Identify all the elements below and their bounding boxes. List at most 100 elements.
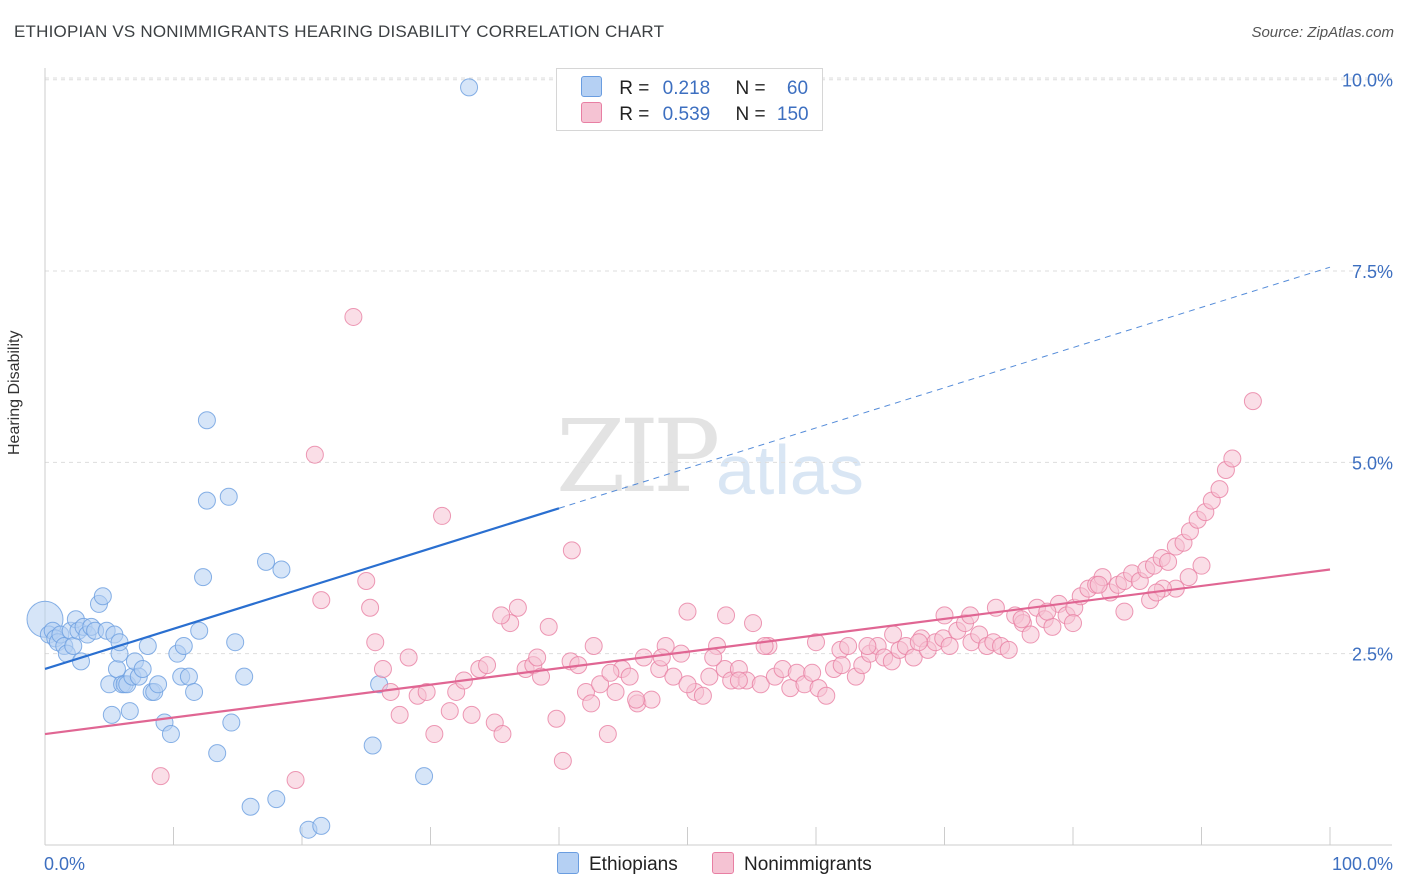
ethiopians-trend-extension: [558, 266, 1331, 509]
y-tick-label: 7.5%: [1352, 262, 1393, 282]
ethiopians-trend-line: [44, 507, 560, 671]
watermark-zip: ZIP: [556, 398, 720, 515]
nonimmigrants-point: [1012, 610, 1031, 629]
ethiopians-point: [197, 491, 216, 510]
nonimmigrants-point: [1021, 625, 1040, 644]
nonimmigrants-point: [1159, 552, 1178, 571]
nonimmigrants-point: [744, 614, 763, 633]
nonimmigrants-point: [664, 667, 683, 686]
nonimmigrants-point: [598, 725, 617, 744]
nonimmigrants-point: [582, 694, 601, 713]
ethiopians-point: [133, 659, 152, 678]
ethiopians-point: [272, 560, 291, 579]
nonimmigrants-point: [286, 770, 305, 789]
nonimmigrants-point: [803, 663, 822, 682]
source-label: Source: ZipAtlas.com: [1251, 24, 1394, 41]
nonimmigrants-point: [839, 637, 858, 656]
nonimmigrants-point: [151, 767, 170, 786]
nonimmigrants-point: [591, 675, 610, 694]
nonimmigrants-point: [539, 617, 558, 636]
ethiopians-point: [222, 713, 241, 732]
ethiopians-point: [415, 767, 434, 786]
ethiopians-point: [460, 78, 479, 97]
legend-row-nonimmigrants: R = 0.539 N = 150: [581, 102, 809, 128]
nonimmigrants-point: [751, 675, 770, 694]
legend-n-value: 150: [776, 104, 809, 125]
nonimmigrants-point: [606, 682, 625, 701]
ethiopians-point: [138, 637, 157, 656]
nonimmigrants-point: [729, 671, 748, 690]
nonimmigrants-point: [909, 633, 928, 652]
nonimmigrants-point: [678, 675, 697, 694]
nonimmigrants-point: [305, 445, 324, 464]
nonimmigrants-point: [357, 571, 376, 590]
ethiopians-point: [226, 633, 245, 652]
y-tick-label: 2.5%: [1352, 645, 1393, 665]
nonimmigrants-point: [1089, 575, 1108, 594]
legend-n-label: N =: [735, 104, 766, 125]
nonimmigrants-point: [344, 307, 363, 326]
nonimmigrants-point: [858, 637, 877, 656]
nonimmigrants-point: [642, 690, 661, 709]
x-tick-label: 0.0%: [44, 854, 85, 874]
nonimmigrants-point: [1192, 556, 1211, 575]
nonimmigrants-point: [1064, 614, 1082, 633]
nonimmigrants-point: [553, 751, 572, 770]
ethiopians-point: [102, 705, 121, 724]
nonimmigrants-point: [807, 633, 825, 652]
nonimmigrants-trend-line: [44, 568, 1331, 736]
nonimmigrants-point: [601, 663, 620, 682]
ethiopians-point: [219, 487, 238, 506]
nonimmigrants-point: [532, 667, 551, 686]
nonimmigrants-point: [433, 506, 452, 525]
nonimmigrants-point: [381, 682, 400, 701]
ethiopians-point: [363, 736, 382, 755]
nonimmigrants-point: [478, 656, 497, 675]
ethiopians-point: [174, 637, 193, 656]
legend-n-label: N =: [735, 78, 766, 99]
nonimmigrants-point: [1043, 617, 1062, 636]
nonimmigrants-point: [999, 640, 1018, 659]
ethiopians-point: [149, 675, 168, 694]
legend-row-ethiopians: R = 0.218 N = 60: [581, 76, 808, 102]
ethiopians-point: [185, 682, 204, 701]
nonimmigrants-point: [1243, 392, 1262, 411]
nonimmigrants-point: [584, 637, 603, 656]
ethiopians-point: [312, 816, 331, 835]
nonimmigrants-point: [700, 667, 719, 686]
ethiopians-point: [107, 659, 126, 678]
ethiopians-point: [241, 797, 260, 816]
bottom-legend-ethiopians: Ethiopians: [557, 852, 678, 876]
chart-title: ETHIOPIAN VS NONIMMIGRANTS HEARING DISAB…: [14, 22, 665, 41]
legend-r-label: R =: [619, 104, 650, 125]
legend-swatch-nonimmigrants: [581, 102, 602, 123]
ethiopians-point: [179, 667, 198, 686]
nonimmigrants-point: [390, 705, 409, 724]
legend-r-value: 0.218: [662, 78, 711, 99]
ethiopians-point: [120, 702, 139, 721]
ethiopians-point: [208, 744, 227, 763]
nonimmigrants-point: [627, 690, 646, 709]
nonimmigrants-point: [940, 637, 959, 656]
nonimmigrants-point: [492, 606, 511, 625]
ethiopians-point: [197, 411, 216, 430]
ethiopians-point: [235, 667, 254, 686]
nonimmigrants-point: [1223, 449, 1242, 468]
nonimmigrants-point: [1210, 480, 1229, 499]
nonimmigrants-point: [935, 606, 954, 625]
nonimmigrants-point: [528, 648, 547, 667]
bottom-legend-nonimmigrants: Nonimmigrants: [712, 852, 872, 876]
nonimmigrants-point: [832, 656, 851, 675]
nonimmigrants-point: [1115, 602, 1134, 621]
bottom-legend-label: Nonimmigrants: [744, 854, 872, 875]
nonimmigrants-point: [704, 648, 723, 667]
bottom-legend-label: Ethiopians: [589, 854, 678, 875]
y-tick-label: 10.0%: [1342, 71, 1393, 91]
ethiopians-point: [194, 568, 213, 587]
ethiopians-point: [267, 790, 286, 809]
bottom-legend-swatch-nonimmigrants: [712, 852, 734, 874]
ethiopians-point: [64, 637, 83, 656]
nonimmigrants-point: [366, 633, 385, 652]
ethiopians-point: [257, 552, 276, 571]
legend-swatch-ethiopians: [581, 76, 602, 97]
